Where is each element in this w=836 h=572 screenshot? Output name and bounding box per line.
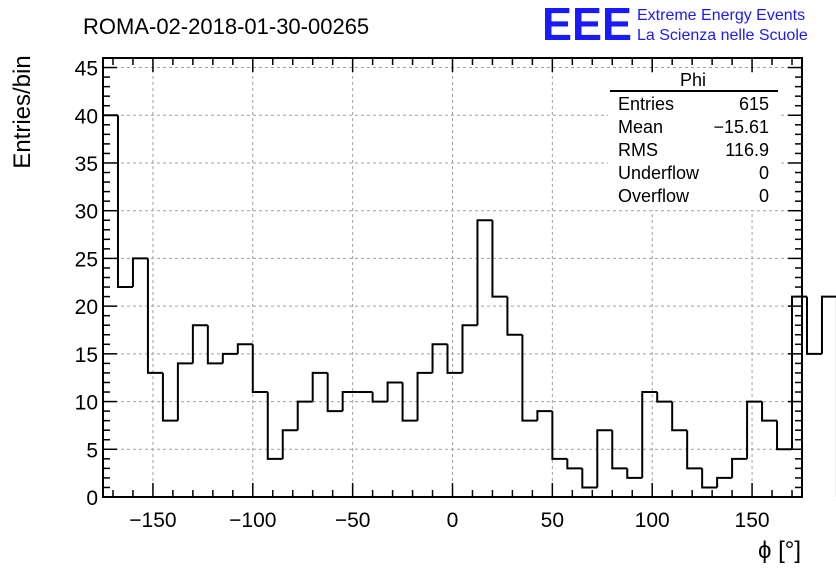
- stats-value: 0: [759, 186, 769, 206]
- x-axis-title: ϕ [°]: [758, 537, 801, 564]
- histogram-bin: [776, 420, 793, 451]
- stats-value: 116.9: [725, 140, 769, 160]
- histogram-bin: [731, 457, 748, 478]
- histogram-bin: [656, 392, 673, 403]
- histogram-bin: [596, 429, 613, 488]
- y-tick-labels: 0 5 10 15 20 25 30 35 40 45: [75, 58, 98, 510]
- histogram-bin: [805, 296, 822, 355]
- x-tick-label: −50: [335, 509, 371, 532]
- histogram-bin: [131, 257, 148, 288]
- stats-label: Entries: [618, 94, 674, 114]
- histogram-bin: [176, 362, 193, 421]
- y-tick-label: 45: [75, 58, 98, 81]
- histogram-bin: [326, 372, 343, 413]
- histogram-bin: [146, 258, 163, 374]
- histogram-bin: [446, 344, 463, 374]
- histogram-bin: [221, 352, 238, 364]
- y-tick-label: 20: [75, 296, 98, 319]
- histogram-bin: [716, 476, 733, 488]
- histogram-bin: [251, 344, 268, 394]
- stats-box: Phi Entries 615 Mean −15.61 RMS 116.9 Underflo…: [608, 70, 778, 210]
- histogram-bin: [296, 400, 313, 431]
- histogram-bin: [626, 468, 643, 479]
- x-tick-label: 150: [735, 509, 770, 532]
- histogram-bin: [341, 391, 358, 412]
- histogram-bin: [236, 343, 253, 354]
- histogram-bin: [701, 468, 718, 489]
- histogram-bin: [611, 430, 628, 470]
- x-tick-labels: −150 −100 −50 0 50 100 150: [129, 509, 769, 532]
- logo-line-2: La Scienza nelle Scuole: [637, 27, 808, 44]
- stats-box-title: Phi: [680, 70, 706, 90]
- histogram-bin: [476, 219, 493, 326]
- stats-value: 615: [739, 94, 769, 114]
- chart-title: ROMA-02-2018-01-30-00265: [83, 14, 369, 39]
- x-tick-label: −100: [229, 509, 276, 532]
- x-tick-label: −150: [129, 509, 176, 532]
- histogram-bin: [491, 220, 508, 298]
- histogram-bin: [746, 400, 763, 459]
- stats-label: Overflow: [618, 186, 690, 206]
- histogram-bin: [401, 382, 418, 422]
- stats-value: 0: [759, 163, 769, 183]
- stats-value: −15.61: [713, 117, 769, 137]
- histogram-bin: [551, 411, 568, 460]
- x-tick-label: 0: [447, 509, 459, 532]
- y-tick-label: 0: [86, 487, 98, 510]
- histogram-bin: [116, 115, 133, 289]
- histogram-bin: [506, 296, 523, 336]
- histogram-bin: [521, 334, 538, 422]
- stats-label: Underflow: [618, 163, 700, 183]
- eee-logo: EEE: [542, 0, 632, 50]
- y-tick-label: 10: [75, 392, 98, 415]
- histogram-bin: [281, 429, 298, 459]
- histogram-bin: [761, 401, 778, 422]
- histogram-bin: [416, 371, 433, 421]
- y-tick-label: 35: [75, 153, 98, 176]
- histogram-bin: [206, 325, 223, 365]
- histogram-bin: [566, 458, 583, 470]
- y-axis-title: Entries/bin: [9, 55, 36, 168]
- histogram-bin: [641, 391, 658, 478]
- histogram-bin: [161, 372, 178, 422]
- stats-label: Mean: [618, 117, 663, 137]
- y-tick-label: 25: [75, 248, 98, 271]
- histogram-bin: [461, 324, 478, 373]
- histogram-bin: [266, 392, 283, 460]
- logo-line-1: Extreme Energy Events: [637, 7, 805, 24]
- x-tick-label: 100: [635, 509, 670, 532]
- stats-box-background: [608, 76, 778, 210]
- histogram-bin: [371, 392, 388, 403]
- histogram-bin: [536, 410, 553, 421]
- y-tick-label: 15: [75, 344, 98, 367]
- y-tick-label: 40: [75, 105, 98, 128]
- histogram-bin: [311, 371, 328, 402]
- y-tick-label: 30: [75, 201, 98, 224]
- stats-label: RMS: [618, 140, 658, 160]
- x-tick-label: 50: [541, 509, 564, 532]
- histogram-bin: [191, 324, 208, 364]
- histogram-bin: [581, 468, 598, 489]
- histogram-bin: [686, 430, 703, 470]
- histogram-bin: [386, 381, 403, 402]
- histogram-series: [102, 114, 836, 497]
- histogram-bin: [820, 295, 836, 354]
- histogram-bin: [431, 343, 448, 373]
- y-tick-label: 5: [86, 439, 98, 462]
- histogram-bin: [671, 401, 688, 432]
- stats-rows: Entries 615 Mean −15.61 RMS 116.9 Underflow 0 Ov…: [618, 94, 769, 206]
- axis-ticks: [103, 57, 802, 497]
